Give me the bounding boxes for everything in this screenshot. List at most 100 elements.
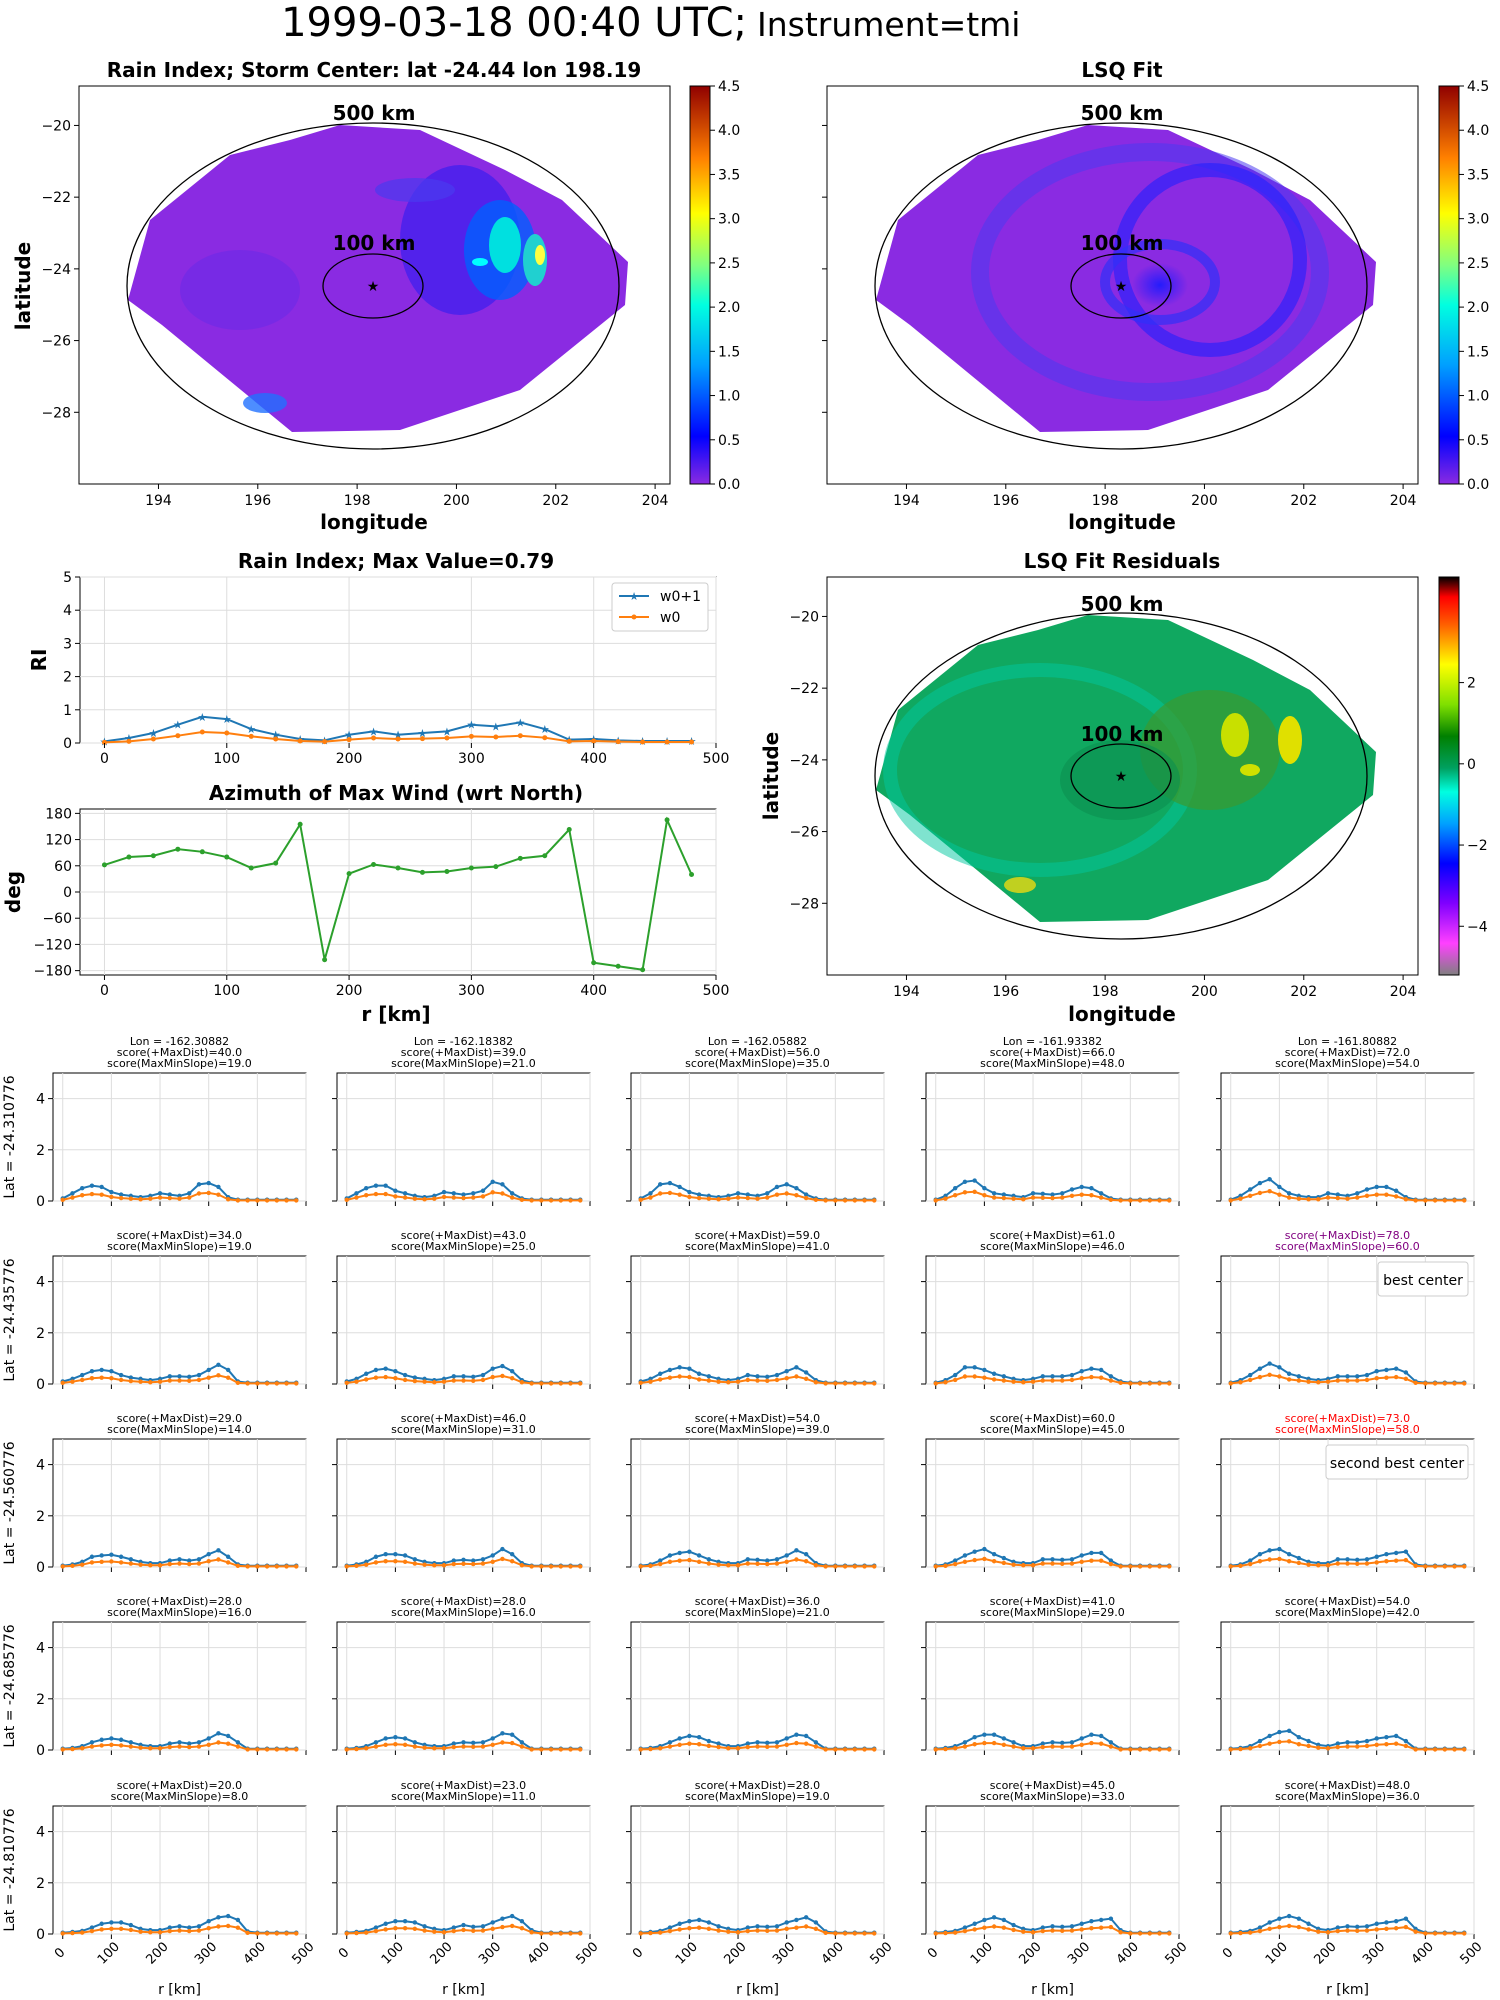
candidate-point-w0: [1021, 1197, 1026, 1202]
candidate-point-w0: [441, 1379, 447, 1384]
candidate-point-w0: [657, 1561, 663, 1567]
candidate-point-w0: [755, 1378, 760, 1383]
candidate-point-w0: [1452, 1931, 1457, 1936]
xtick-label: 200: [1311, 1939, 1339, 1967]
candidate-point-w0: [529, 1198, 534, 1203]
map-ytick-label: −24: [41, 262, 71, 278]
candidate-point-w0: [128, 1927, 134, 1933]
candidate-point-w0: [167, 1928, 172, 1934]
candidate-point-w0: [568, 1747, 573, 1752]
candidate-point-w0p1: [412, 1557, 418, 1562]
candidate-point-w0: [1228, 1198, 1233, 1203]
candidate-point-w0p1: [1040, 1741, 1045, 1746]
candidate-point-w0: [765, 1378, 770, 1383]
candidate-point-w0: [128, 1196, 134, 1201]
candidate-frame: [336, 1255, 591, 1385]
map-xtick-label: 202: [542, 493, 569, 509]
map-ytick-label: −26: [789, 825, 819, 841]
candidate-score-text: score(MaxMinSlope)=11.0: [391, 1790, 536, 1803]
candidate-point-w0p1: [755, 1924, 760, 1929]
candidate-point-w0: [794, 1374, 799, 1379]
candidate-point-w0: [696, 1377, 702, 1382]
candidate-point-w0: [363, 1193, 369, 1198]
candidate-point-w0p1: [206, 1367, 211, 1373]
map-xtick-label: 196: [992, 984, 1019, 1000]
candidate-point-w0: [952, 1561, 958, 1567]
candidate-point-w0: [1403, 1743, 1409, 1749]
candidate-point-w0: [225, 1560, 231, 1565]
candidate-point-w0: [441, 1746, 447, 1751]
candidate-point-w0: [402, 1742, 408, 1748]
candidate-point-w0: [284, 1564, 289, 1569]
candidate-point-w0: [1257, 1928, 1263, 1934]
candidate-point-w0p1: [982, 1186, 987, 1191]
candidate-score-text: score(+MaxDist)=60.0: [990, 1412, 1115, 1425]
figure-title-time: 1999-03-18 00:40 UTC;: [281, 0, 747, 46]
candidate-point-w0p1: [1364, 1557, 1370, 1562]
candidate-point-w0: [1167, 1564, 1172, 1569]
candidate-point-w0: [1257, 1559, 1263, 1564]
candidate-point-w0: [1384, 1742, 1389, 1747]
candidate-point-w0p1: [500, 1731, 505, 1736]
candidate-point-w0: [1355, 1561, 1360, 1566]
candidate-point-w0p1: [500, 1546, 505, 1552]
candidate-point-w0p1: [1267, 1920, 1272, 1925]
candidate-point-w0p1: [383, 1921, 388, 1926]
candidate-point-w0: [1403, 1557, 1409, 1563]
candidate-point-w0p1: [1098, 1191, 1104, 1196]
candidate-point-w0p1: [451, 1558, 456, 1563]
candidate-point-w0: [235, 1744, 241, 1749]
candidate-point-w0: [60, 1747, 65, 1752]
candidate-point-w0: [70, 1379, 75, 1384]
lsq-map-ring-a: [971, 143, 1329, 401]
candidate-point-w0: [1325, 1930, 1331, 1935]
data-point-w0: [273, 736, 279, 742]
candidate-point-w0: [70, 1746, 75, 1752]
candidate-cell: score(+MaxDist)=60.0score(MaxMinSlope)=4…: [921, 1412, 1180, 1572]
xtick-label: 300: [770, 1939, 798, 1967]
candidate-point-w0: [284, 1198, 289, 1203]
rain-map-500km-label: 500 km: [333, 101, 416, 125]
candidate-point-w0p1: [70, 1191, 75, 1196]
candidate-point-w0p1: [1060, 1374, 1065, 1379]
map-xtick-label: 194: [893, 493, 920, 509]
candidate-point-w0p1: [696, 1192, 702, 1197]
candidate-point-w0: [461, 1378, 466, 1383]
candidate-point-w0p1: [509, 1552, 515, 1557]
candidate-point-w0: [1030, 1930, 1036, 1935]
candidate-point-w0p1: [1374, 1184, 1379, 1190]
candidate-point-w0: [216, 1924, 221, 1929]
candidate-frame: [630, 1621, 885, 1751]
candidate-point-w0: [1098, 1925, 1104, 1930]
azimuth-point: [224, 854, 230, 860]
candidate-point-w0: [471, 1195, 476, 1200]
candidate-row-label: Lat = -24.560776: [2, 1441, 18, 1564]
candidate-point-w0p1: [509, 1369, 515, 1374]
data-point-w0: [175, 733, 181, 739]
candidate-point-w0: [1384, 1926, 1389, 1932]
candidate-point-w0p1: [687, 1189, 692, 1195]
candidate-point-w0p1: [784, 1182, 789, 1187]
candidate-point-w0: [803, 1741, 809, 1746]
candidate-score-text: score(+MaxDist)=28.0: [117, 1595, 242, 1608]
candidate-point-w0: [245, 1198, 250, 1203]
candidate-point-w0p1: [480, 1924, 486, 1929]
candidate-point-w0p1: [657, 1182, 663, 1187]
candidate-point-w0p1: [1089, 1186, 1094, 1191]
residual-map-band-e: [1240, 764, 1260, 776]
candidate-point-w0: [726, 1929, 731, 1934]
candidate-point-w0: [128, 1744, 134, 1749]
candidate-point-w0: [558, 1747, 564, 1752]
ytick-label: 2: [36, 1509, 45, 1525]
candidate-point-w0p1: [451, 1741, 456, 1746]
azimuth-point: [199, 849, 205, 855]
candidate-point-w0: [1157, 1381, 1162, 1386]
candidate-point-w0p1: [1374, 1921, 1379, 1926]
candidate-point-w0p1: [383, 1183, 388, 1188]
candidate-point-w0p1: [774, 1924, 780, 1929]
candidate-point-w0: [70, 1563, 75, 1569]
candidate-point-w0p1: [755, 1374, 760, 1379]
candidate-point-w0: [735, 1563, 741, 1568]
candidate-point-w0: [471, 1561, 476, 1567]
candidate-point-w0: [726, 1196, 731, 1201]
